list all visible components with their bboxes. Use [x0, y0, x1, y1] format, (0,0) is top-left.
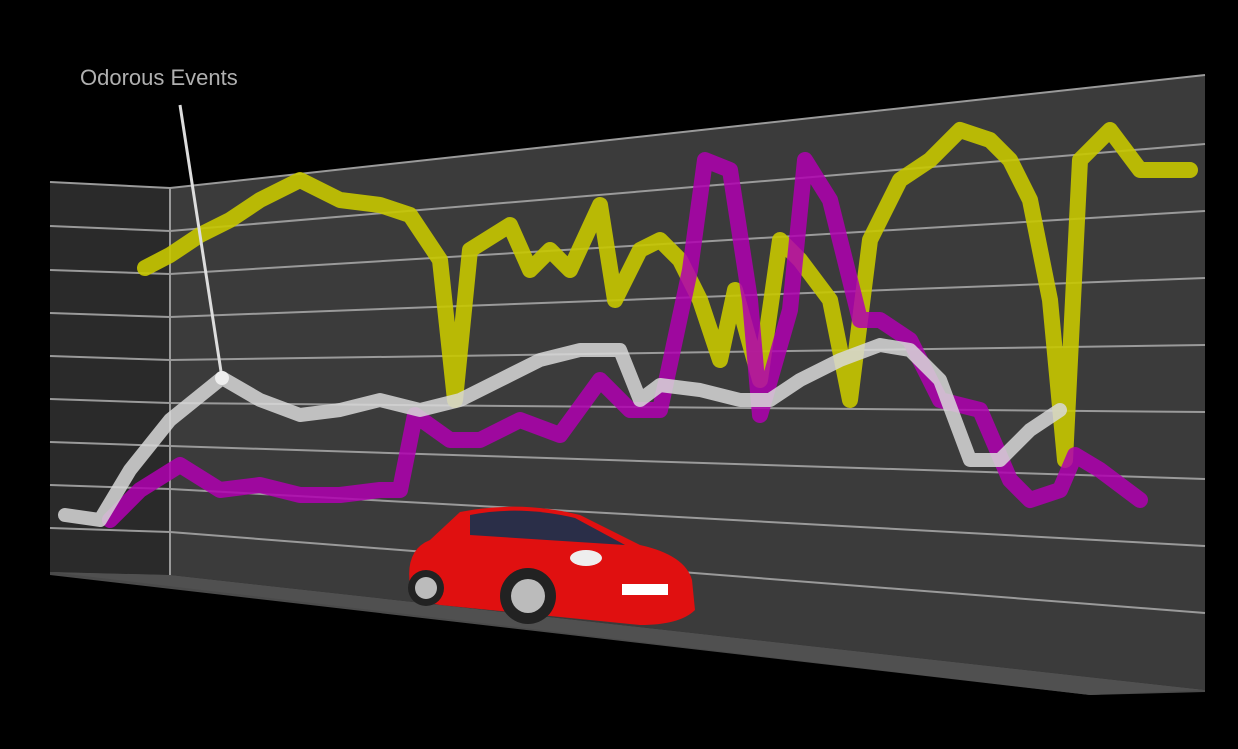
grid-line — [49, 312, 171, 318]
grid-line — [169, 445, 1206, 480]
floor — [50, 572, 1205, 695]
grid-line — [49, 225, 171, 232]
grid-line — [49, 181, 171, 189]
magenta-ribbon — [102, 152, 1148, 528]
annotation: Odorous Events — [80, 65, 238, 90]
grid-line — [49, 527, 171, 533]
grid-line — [169, 344, 1206, 361]
pointer-dot — [215, 371, 229, 385]
left-panel — [50, 182, 170, 575]
car — [408, 506, 695, 625]
grid-line — [169, 143, 1206, 232]
grid-line — [49, 398, 171, 404]
white-ribbon — [58, 338, 1067, 527]
grid-line — [169, 74, 1206, 189]
grid-line — [49, 355, 171, 361]
pointer-line — [178, 104, 224, 379]
